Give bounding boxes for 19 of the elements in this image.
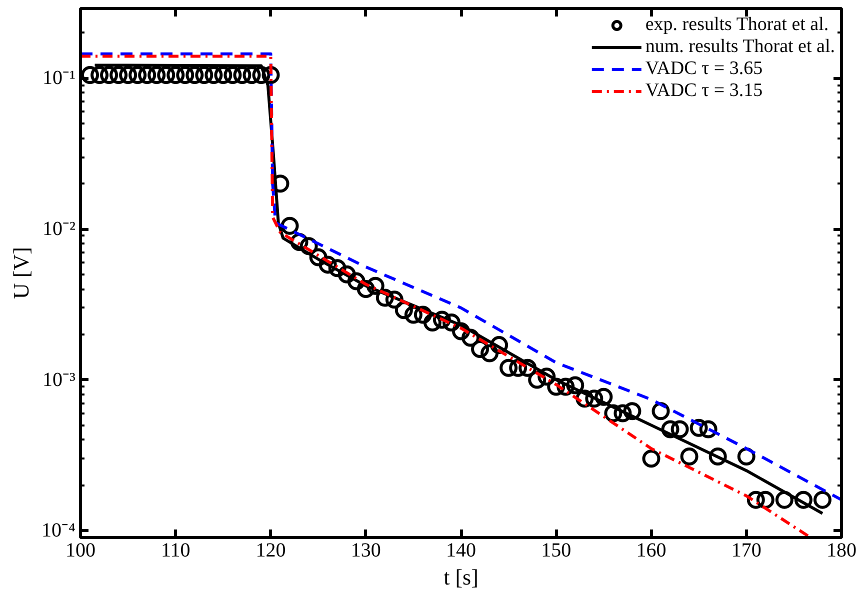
y-axis-title: U [V]	[8, 247, 34, 299]
x-tick-label: 150	[541, 540, 572, 562]
x-tick-label: 180	[826, 540, 856, 562]
x-tick-label: 170	[731, 540, 762, 562]
y-tick-label: 10⁻⁴	[42, 520, 76, 542]
x-tick-label: 100	[66, 540, 96, 562]
legend-label: exp. results Thorat et al.	[645, 14, 829, 36]
x-tick-label: 110	[160, 540, 190, 562]
x-tick-label: 160	[636, 540, 666, 562]
legend-label: num. results Thorat et al.	[645, 36, 835, 58]
x-tick-label: 140	[446, 540, 476, 562]
legend-label: VADC τ = 3.15	[645, 80, 763, 102]
x-axis-title: t [s]	[444, 564, 478, 590]
x-tick-label: 120	[256, 540, 286, 562]
y-tick-label: 10⁻¹	[42, 67, 76, 90]
y-tick-label: 10⁻³	[42, 368, 76, 391]
y-tick-label: 10⁻²	[42, 218, 76, 240]
x-tick-label: 130	[350, 540, 381, 562]
legend-label: VADC τ = 3.65	[645, 58, 763, 80]
